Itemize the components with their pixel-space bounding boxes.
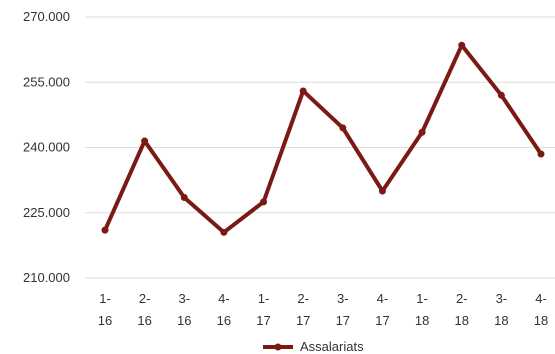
data-point bbox=[497, 91, 505, 99]
data-point bbox=[299, 87, 307, 95]
data-point bbox=[378, 187, 386, 195]
legend: Assalariats bbox=[263, 339, 364, 354]
data-point bbox=[418, 128, 426, 136]
x-tick-label: 2-18 bbox=[454, 291, 468, 328]
data-point bbox=[537, 150, 545, 158]
x-tick-label: 4-16 bbox=[217, 291, 231, 328]
data-point bbox=[141, 137, 149, 145]
y-axis-tick-labels: 210.000 225.000 240.000 255.000 270.000 bbox=[23, 9, 70, 285]
y-tick-label: 255.000 bbox=[23, 74, 70, 89]
x-tick-label: 4-17 bbox=[375, 291, 389, 328]
y-tick-label: 270.000 bbox=[23, 9, 70, 24]
x-tick-label: 3-17 bbox=[336, 291, 350, 328]
y-tick-label: 210.000 bbox=[23, 270, 70, 285]
x-tick-label: 3-16 bbox=[177, 291, 191, 328]
data-point bbox=[458, 41, 466, 49]
series-assalariats bbox=[101, 41, 545, 236]
x-tick-label: 1-16 bbox=[98, 291, 112, 328]
legend-label: Assalariats bbox=[300, 339, 364, 354]
data-point bbox=[339, 124, 347, 132]
y-tick-label: 225.000 bbox=[23, 205, 70, 220]
legend-swatch-marker bbox=[274, 343, 282, 351]
x-tick-label: 4-18 bbox=[534, 291, 548, 328]
gridlines bbox=[85, 16, 555, 279]
x-tick-label: 3-18 bbox=[494, 291, 508, 328]
x-tick-label: 1-18 bbox=[415, 291, 429, 328]
data-point bbox=[220, 228, 228, 236]
x-tick-label: 1-17 bbox=[256, 291, 270, 328]
data-point bbox=[180, 194, 188, 202]
x-tick-label: 2-16 bbox=[137, 291, 151, 328]
x-axis-tick-labels: 1-16 2-16 3-16 4-16 1-17 2-17 3-17 4-17 1-18 2-18… bbox=[98, 291, 548, 328]
data-point bbox=[260, 198, 268, 206]
series-line bbox=[103, 43, 543, 235]
y-tick-label: 240.000 bbox=[23, 140, 70, 155]
data-point bbox=[101, 226, 109, 234]
x-tick-label: 2-17 bbox=[296, 291, 310, 328]
